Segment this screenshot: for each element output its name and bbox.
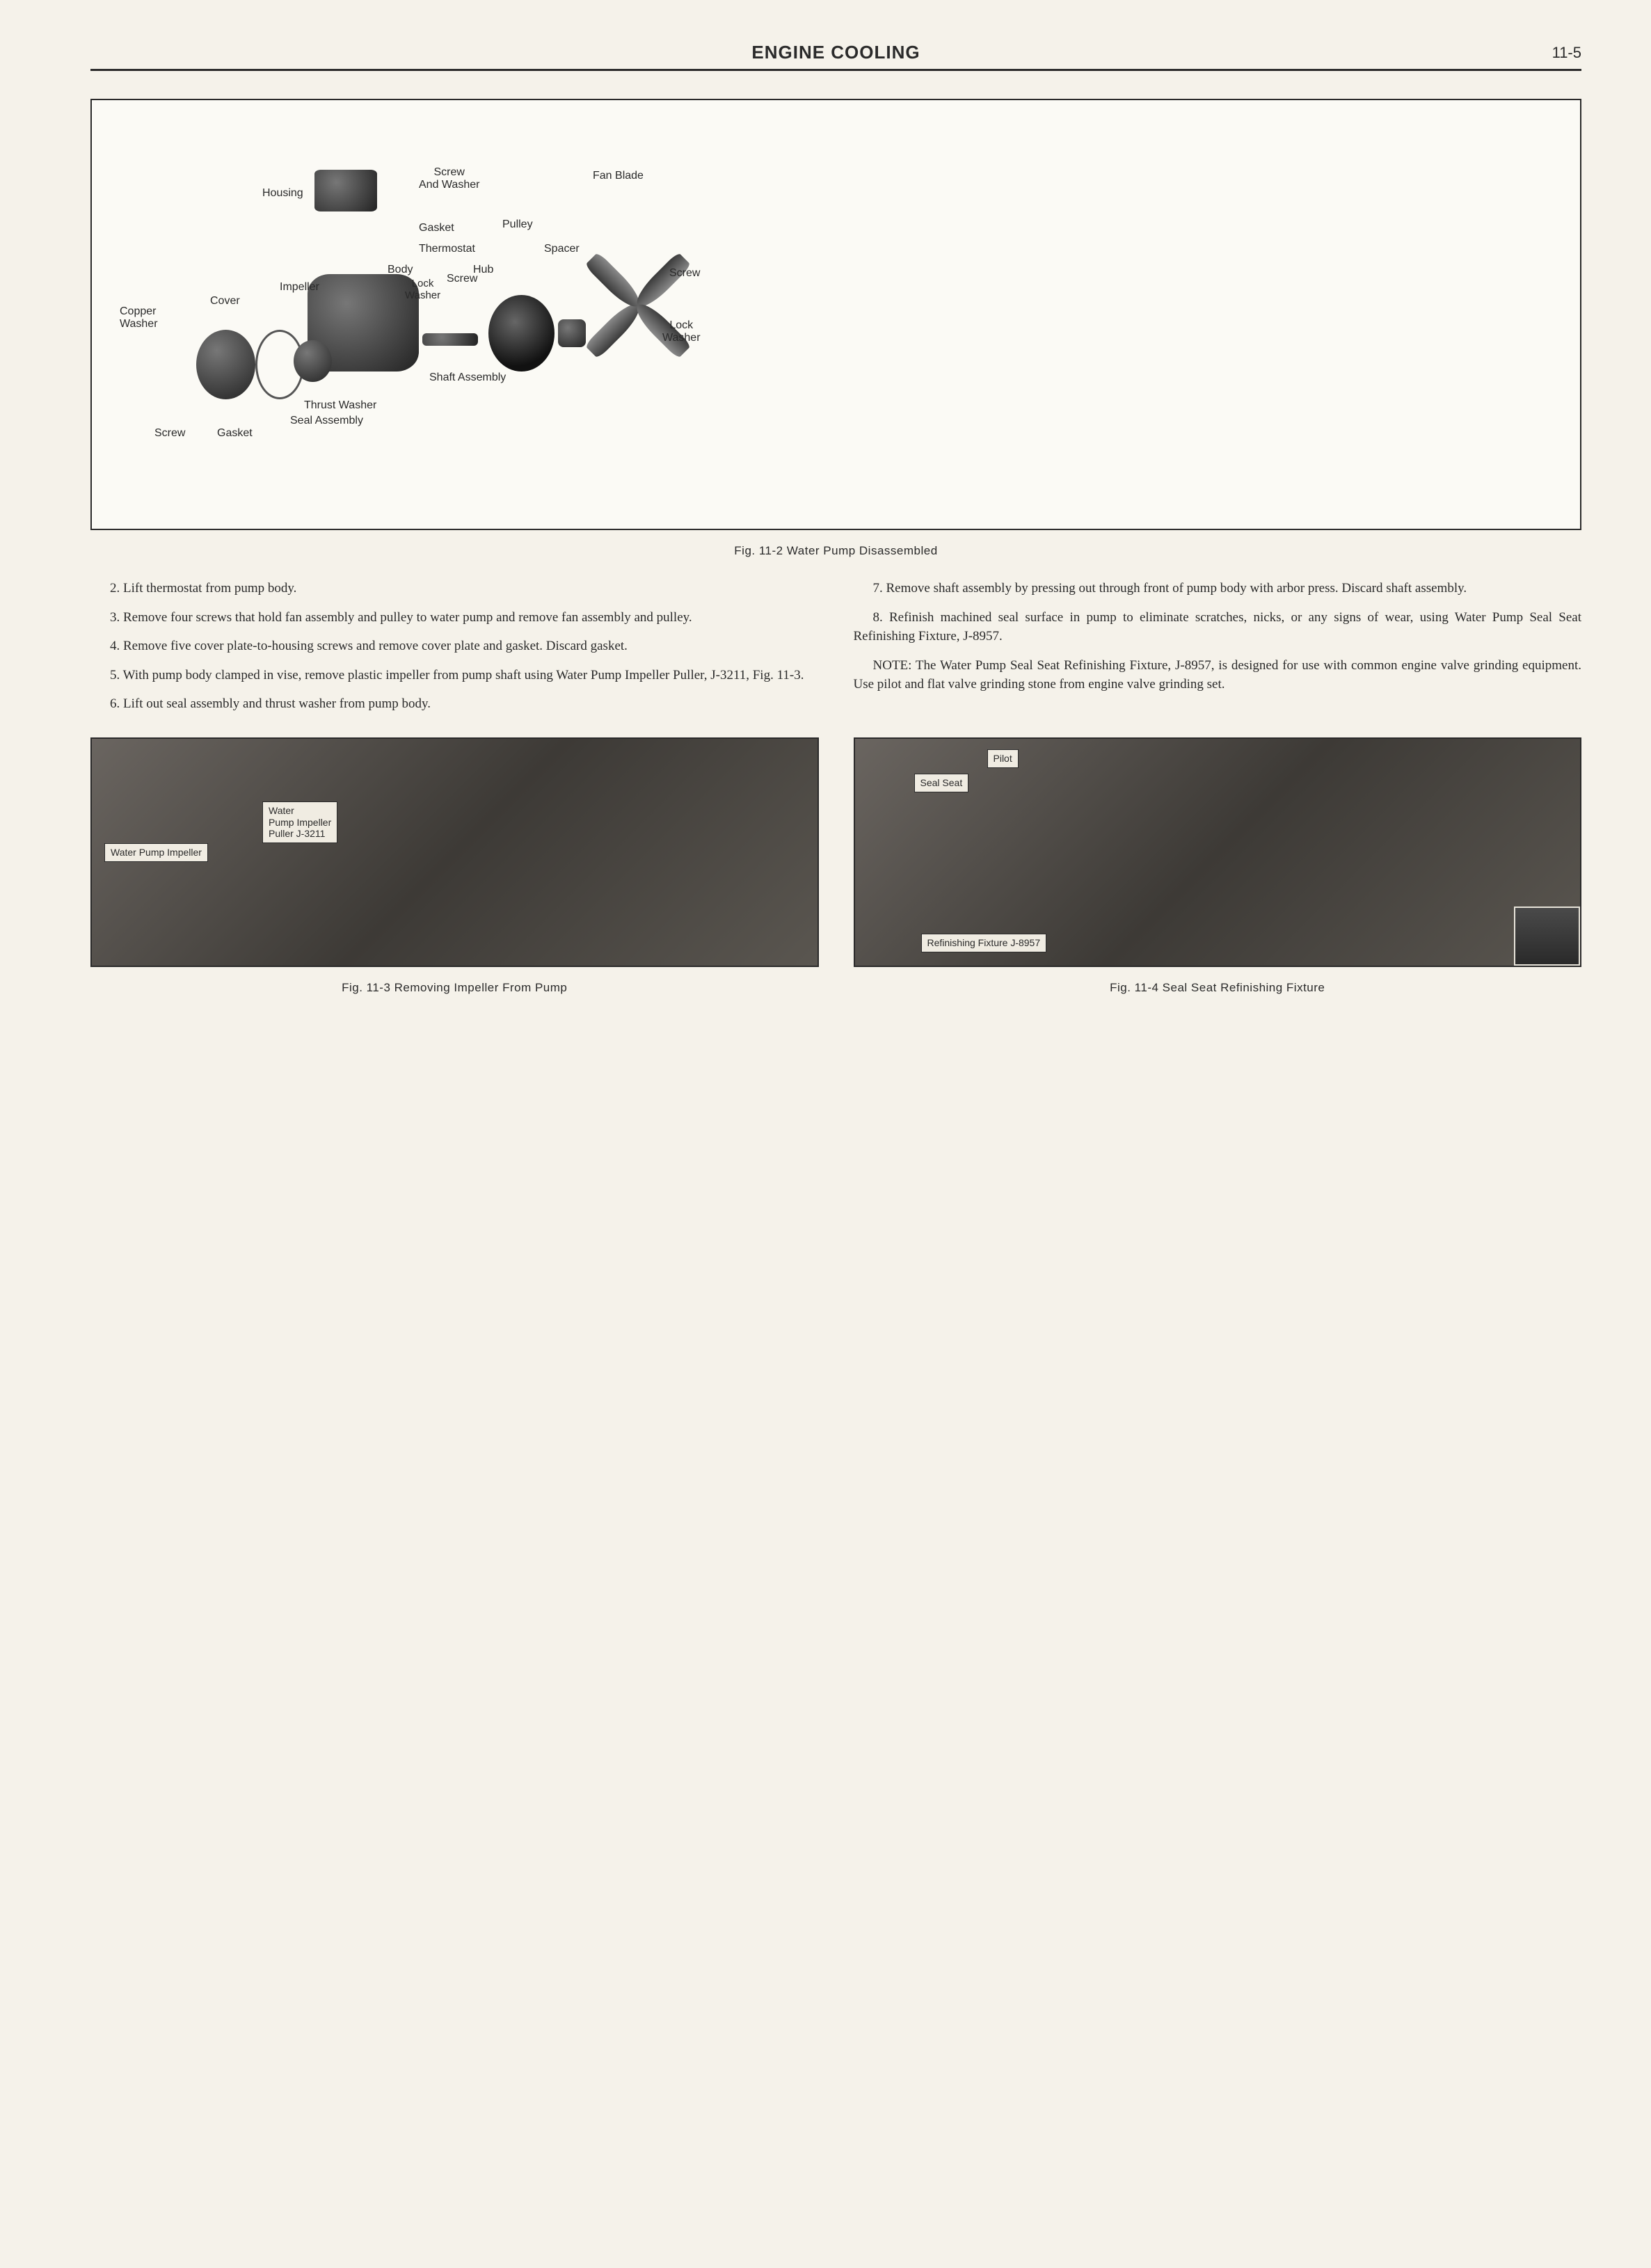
label-spacer: Spacer <box>544 243 580 255</box>
step-5: 5. With pump body clamped in vise, remov… <box>90 666 819 685</box>
impeller-shape <box>294 340 332 382</box>
lower-figures-row: Water Pump Impeller Water Pump Impeller … <box>90 737 1581 995</box>
figure-11-2-caption: Fig. 11-2 Water Pump Disassembled <box>90 544 1581 558</box>
step-4: 4. Remove five cover plate-to-housing sc… <box>90 637 819 656</box>
pulley-shape <box>488 295 555 372</box>
label-lock-washer: Lock Washer <box>405 278 440 301</box>
callout-fixture: Refinishing Fixture J-8957 <box>921 934 1047 952</box>
step-3: 3. Remove four screws that hold fan asse… <box>90 608 819 628</box>
label-screw-and-washer: Screw And Washer <box>419 166 479 191</box>
label-hub: Hub <box>473 264 493 276</box>
housing-shape <box>314 170 377 211</box>
label-gasket-left: Gasket <box>217 427 253 440</box>
callout-puller: Water Pump Impeller Puller J-3211 <box>262 801 337 843</box>
callout-impeller: Water Pump Impeller <box>104 843 208 862</box>
cover-shape <box>196 330 255 399</box>
shaft-shape <box>422 333 478 346</box>
figure-11-2-box: Housing Screw And Washer Gasket Thermost… <box>90 99 1581 530</box>
label-body: Body <box>388 264 413 276</box>
figure-11-3-caption: Fig. 11-3 Removing Impeller From Pump <box>90 981 819 995</box>
label-screw-right: Screw <box>669 267 700 280</box>
label-thrust-washer: Thrust Washer <box>304 399 376 412</box>
label-thermostat: Thermostat <box>419 243 475 255</box>
right-column: 7. Remove shaft assembly by pressing out… <box>854 579 1582 724</box>
label-screw-left: Screw <box>154 427 185 440</box>
fan-blade-shape <box>572 239 704 372</box>
step-8: 8. Refinish machined seal surface in pum… <box>854 608 1582 646</box>
figure-11-2-labels: Housing Screw And Washer Gasket Thermost… <box>113 121 1559 508</box>
label-housing: Housing <box>262 187 303 200</box>
page-number: 11-5 <box>1526 44 1581 62</box>
label-pulley: Pulley <box>502 218 533 231</box>
label-seal-assembly: Seal Assembly <box>290 415 363 427</box>
figure-11-4-photo: Pilot Seal Seat Refinishing Fixture J-89… <box>854 737 1582 967</box>
label-copper-washer: Copper Washer <box>120 305 158 330</box>
label-impeller: Impeller <box>280 281 319 294</box>
callout-seal-seat: Seal Seat <box>914 774 969 792</box>
step-2: 2. Lift thermostat from pump body. <box>90 579 819 598</box>
label-gasket-top: Gasket <box>419 222 454 234</box>
left-column: 2. Lift thermostat from pump body. 3. Re… <box>90 579 819 724</box>
figure-11-4-inset <box>1514 907 1580 966</box>
figure-11-4: Pilot Seal Seat Refinishing Fixture J-89… <box>854 737 1582 995</box>
page-header: ENGINE COOLING 11-5 <box>90 42 1581 71</box>
step-7: 7. Remove shaft assembly by pressing out… <box>854 579 1582 598</box>
section-title: ENGINE COOLING <box>146 42 1526 63</box>
label-shaft-assembly: Shaft Assembly <box>429 372 506 384</box>
label-fan-blade: Fan Blade <box>593 170 644 182</box>
label-cover: Cover <box>210 295 240 308</box>
figure-11-3-photo: Water Pump Impeller Water Pump Impeller … <box>90 737 819 967</box>
label-lock-washer-right: Lock Washer <box>662 319 701 344</box>
note: NOTE: The Water Pump Seal Seat Refinishi… <box>854 656 1582 694</box>
callout-pilot: Pilot <box>987 749 1019 768</box>
step-6: 6. Lift out seal assembly and thrust was… <box>90 694 819 714</box>
figure-11-4-caption: Fig. 11-4 Seal Seat Refinishing Fixture <box>854 981 1582 995</box>
figure-11-3: Water Pump Impeller Water Pump Impeller … <box>90 737 819 995</box>
text-columns: 2. Lift thermostat from pump body. 3. Re… <box>90 579 1581 724</box>
